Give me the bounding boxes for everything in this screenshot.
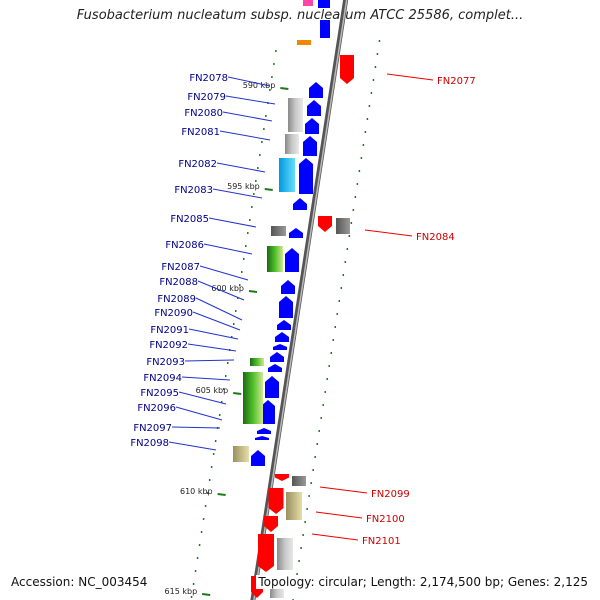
cds-arrow-forward[interactable] (257, 428, 271, 434)
cds-arrow-forward[interactable] (303, 136, 317, 156)
feature-box-khaki[interactable] (286, 492, 302, 520)
gene-label-fn2086[interactable]: FN2086 (165, 240, 204, 251)
gene-label-fn2090[interactable]: FN2090 (154, 308, 193, 319)
gene-label-fn2083[interactable]: FN2083 (174, 185, 213, 196)
cds-arrow-forward[interactable] (289, 228, 303, 238)
genome-summary-text: Topology: circular; Length: 2,174,500 bp… (256, 575, 590, 589)
gene-label-fn2077[interactable]: FN2077 (437, 76, 476, 87)
feature-box-cyan[interactable] (279, 158, 295, 192)
cds-arrow-reverse[interactable] (275, 474, 289, 481)
cds-arrow-forward[interactable] (307, 100, 321, 116)
cds-arrow-forward[interactable] (261, 400, 275, 424)
cds-arrow-reverse[interactable] (340, 55, 354, 84)
feature-box-dark[interactable] (336, 218, 350, 234)
cds-arrow-reverse[interactable] (258, 534, 274, 572)
cds-arrow-forward[interactable] (268, 364, 282, 372)
cds-arrow-forward[interactable] (255, 436, 269, 440)
gene-label-fn2099[interactable]: FN2099 (371, 489, 410, 500)
feature-box-khaki[interactable] (233, 446, 249, 462)
feature-box-grey[interactable] (277, 538, 293, 570)
scale-tick-label: 595 kbp (227, 182, 260, 191)
cds-arrow-forward[interactable] (285, 248, 299, 272)
cds-arrow-forward[interactable] (275, 332, 289, 342)
gene-label-fn2096[interactable]: FN2096 (137, 403, 176, 414)
gene-label-fn2078[interactable]: FN2078 (189, 73, 228, 84)
cds-arrow-reverse[interactable] (268, 488, 284, 514)
cds-arrow-forward[interactable] (270, 352, 284, 362)
cds-arrow-reverse[interactable] (318, 216, 332, 232)
gene-label-fn2092[interactable]: FN2092 (149, 340, 188, 351)
scale-tick-label: 600 kbp (211, 284, 244, 293)
cds-arrow-forward[interactable] (277, 320, 291, 330)
cds-arrow-forward[interactable] (251, 450, 265, 466)
gene-label-fn2087[interactable]: FN2087 (161, 262, 200, 273)
accession-text: Accession: NC_003454 (9, 575, 150, 589)
feature-box-dark[interactable] (292, 476, 306, 486)
gene-label-fn2101[interactable]: FN2101 (362, 536, 401, 547)
feature-box-dark[interactable] (271, 226, 286, 236)
cds-arrow-forward[interactable] (309, 82, 323, 98)
gene-label-fn2093[interactable]: FN2093 (146, 357, 185, 368)
gene-label-fn2080[interactable]: FN2080 (184, 108, 223, 119)
cds-arrow-forward[interactable] (293, 198, 307, 210)
scale-tick-label: 590 kbp (243, 81, 276, 90)
gene-label-fn2085[interactable]: FN2085 (170, 214, 209, 225)
feature-box-green[interactable] (250, 358, 264, 366)
gene-label-fn2084[interactable]: FN2084 (416, 232, 455, 243)
gene-label-fn2097[interactable]: FN2097 (133, 423, 172, 434)
cds-arrow-forward[interactable] (279, 296, 293, 318)
cds-arrow-forward[interactable] (305, 118, 319, 134)
feature-box-green[interactable] (243, 372, 263, 424)
gene-label-fn2098[interactable]: FN2098 (130, 438, 169, 449)
cds-arrow-reverse[interactable] (264, 516, 278, 532)
map-title: Fusobacterium nucleatum subsp. nucleatum… (76, 8, 524, 23)
cds-arrow-forward[interactable] (265, 376, 279, 398)
gene-label-fn2088[interactable]: FN2088 (159, 277, 198, 288)
cds-arrow-forward[interactable] (273, 344, 287, 350)
gene-label-fn2100[interactable]: FN2100 (366, 514, 405, 525)
gene-label-fn2094[interactable]: FN2094 (143, 373, 182, 384)
feature-box-grey[interactable] (285, 134, 299, 154)
scale-tick-label: 610 kbp (180, 487, 213, 496)
gene-label-fn2081[interactable]: FN2081 (181, 127, 220, 138)
cds-arrow-forward[interactable] (299, 158, 313, 194)
scale-tick-label: 615 kbp (165, 587, 198, 596)
gene-label-fn2095[interactable]: FN2095 (140, 388, 179, 399)
gene-label-fn2079[interactable]: FN2079 (187, 92, 226, 103)
cds-arrow-forward[interactable] (281, 280, 295, 294)
gene-label-fn2089[interactable]: FN2089 (157, 294, 196, 305)
feature-box-grey[interactable] (288, 98, 303, 132)
feature-box-green[interactable] (267, 246, 283, 272)
gene-label-fn2082[interactable]: FN2082 (178, 159, 217, 170)
scale-tick-label: 605 kbp (196, 386, 229, 395)
gene-label-fn2091[interactable]: FN2091 (150, 325, 189, 336)
